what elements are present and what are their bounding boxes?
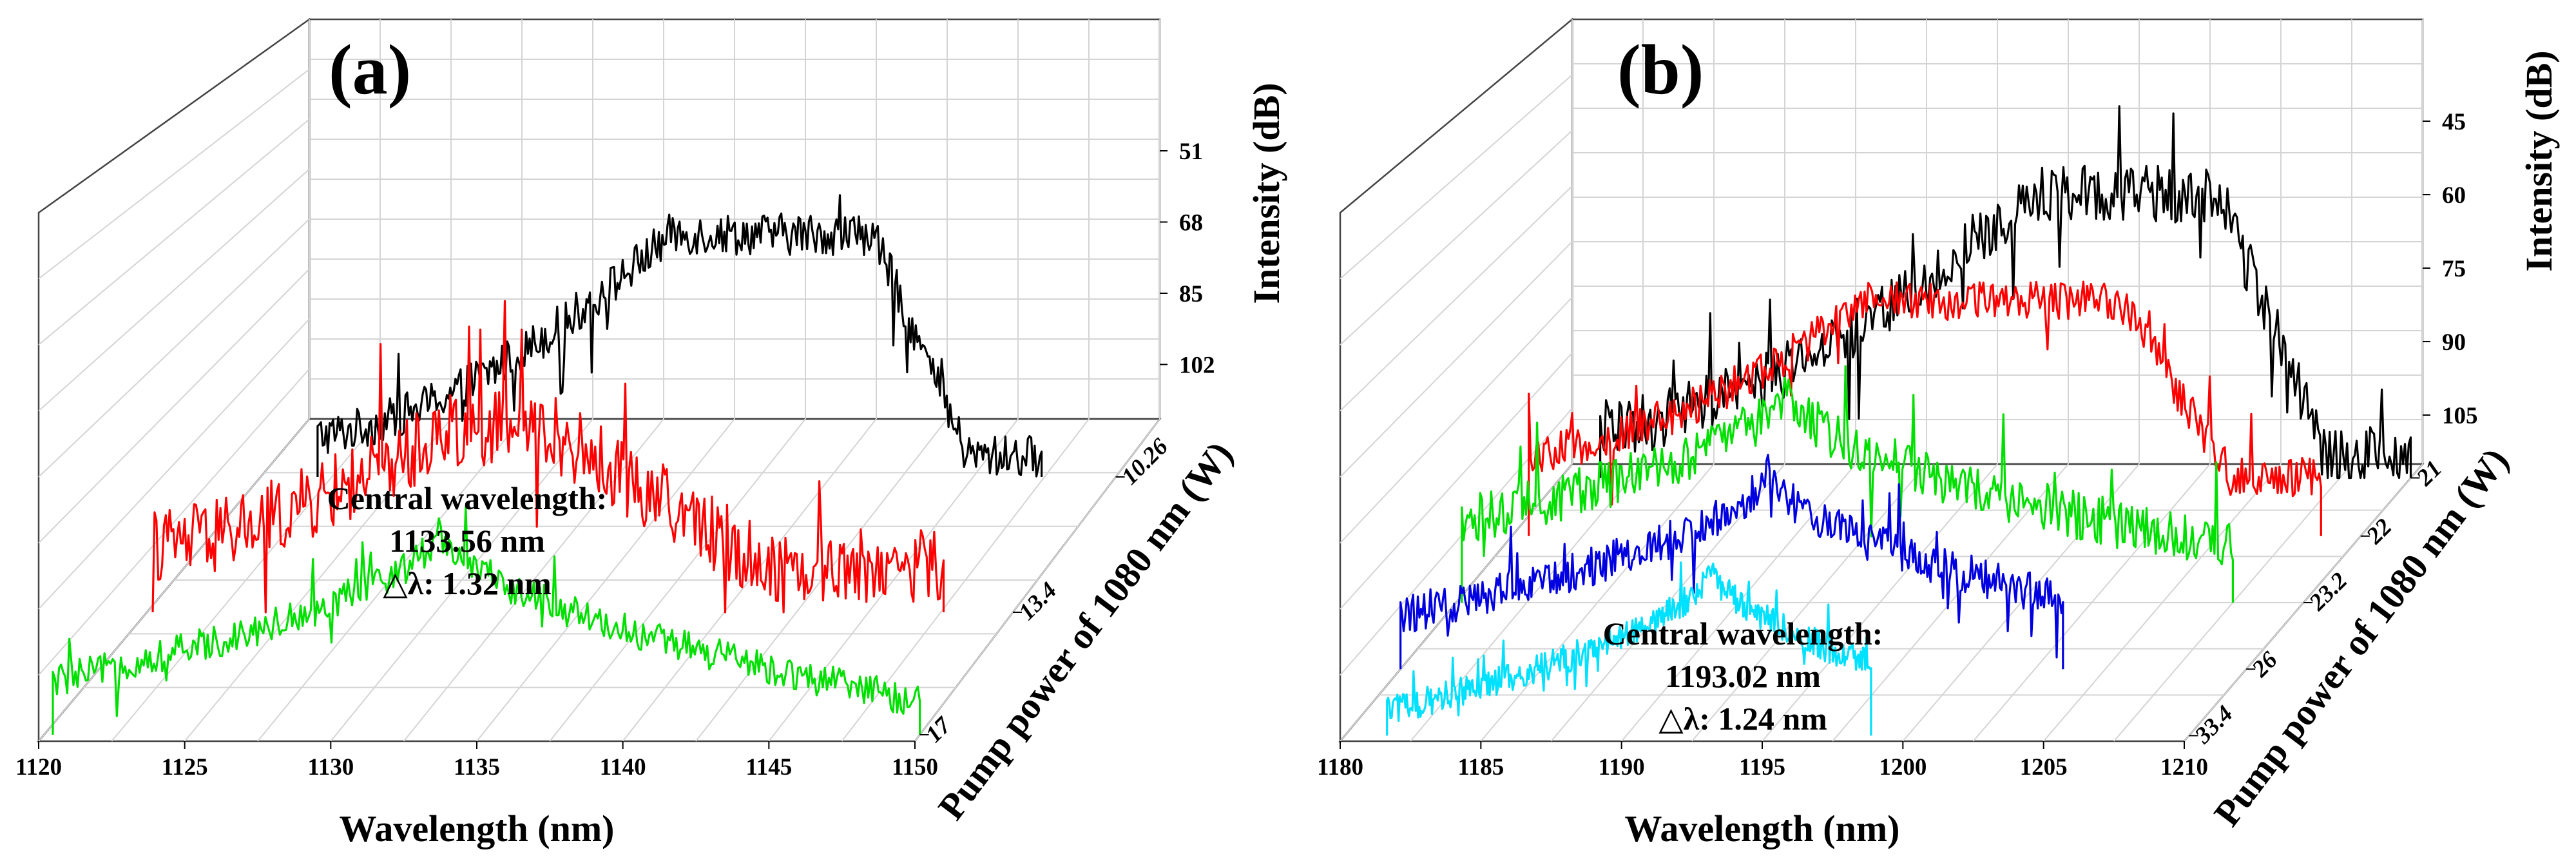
panel-a: 1120 1125 1130 1135 1140 1145 1150 51 68 85 102 1… bbox=[15, 17, 1287, 849]
grid-line bbox=[1340, 186, 1573, 412]
grid-line bbox=[38, 119, 310, 345]
depth-tick-label: 13.4 bbox=[1014, 577, 1062, 626]
panel-a-series-13-4-W bbox=[151, 300, 945, 614]
z-tick-label: 75 bbox=[2442, 256, 2466, 282]
grid-line bbox=[38, 68, 310, 280]
panel-a-label: (a) bbox=[329, 30, 411, 109]
x-tick-label: 1190 bbox=[1599, 754, 1645, 781]
z-tick-label: 105 bbox=[2442, 403, 2478, 429]
z-tick-label: 45 bbox=[2442, 109, 2466, 135]
x-tick-label: 1145 bbox=[745, 754, 792, 781]
grid-line bbox=[1340, 74, 1573, 280]
depth-tick-label: 26 bbox=[2247, 646, 2283, 683]
x-tick-label: 1205 bbox=[2020, 754, 2068, 781]
x-tick-label: 1185 bbox=[1457, 754, 1504, 781]
x-tick-label: 1125 bbox=[162, 754, 208, 781]
x-tick-label: 1120 bbox=[15, 754, 62, 781]
panel-a-ylabel: Pump power of 1080 nm (W) bbox=[930, 434, 1241, 828]
z-tick-label: 102 bbox=[1179, 353, 1215, 379]
x-tick-label: 1135 bbox=[454, 754, 500, 781]
grid-line bbox=[1340, 296, 1573, 544]
x-tick-label: 1130 bbox=[307, 754, 354, 781]
x-tick-label: 1140 bbox=[600, 754, 646, 781]
depth-tick-label: 21 bbox=[2411, 456, 2447, 492]
panel-a-x-ticks: 1120 1125 1130 1135 1140 1145 1150 bbox=[15, 741, 938, 781]
panel-b-annotation-line-3: △λ: 1.24 nm bbox=[1658, 701, 1827, 737]
panel-b-grid bbox=[1340, 19, 2423, 742]
x-tick-label: 1195 bbox=[1739, 754, 1785, 781]
depth-tick-label: 23.2 bbox=[2304, 568, 2352, 616]
grid-line bbox=[1340, 241, 1573, 478]
z-tick-label: 68 bbox=[1179, 210, 1203, 237]
panel-b-annotation-line-1: Central wavelength: bbox=[1603, 616, 1883, 652]
x-tick-label: 1150 bbox=[892, 754, 938, 781]
panel-a-z-ticks: 51 68 85 102 bbox=[1160, 139, 1215, 379]
z-tick-label: 85 bbox=[1179, 281, 1203, 307]
panel-b-series-26-W bbox=[1399, 454, 2064, 670]
grid-line bbox=[38, 268, 310, 544]
panel-b: 1180 1185 1190 1195 1200 1205 1210 45 60 75 90 105… bbox=[1317, 17, 2560, 849]
panel-a-zlabel: Intensity (dB) bbox=[1245, 82, 1287, 304]
grid-line bbox=[38, 218, 310, 478]
grid-line bbox=[1340, 130, 1573, 345]
grid-line bbox=[38, 168, 310, 412]
panel-b-zlabel: Intensity (dB) bbox=[2518, 50, 2560, 271]
z-tick-label: 90 bbox=[2442, 329, 2466, 356]
panel-a-series-10-26-W bbox=[316, 194, 1043, 478]
z-tick-label: 60 bbox=[2442, 182, 2466, 209]
panel-a-series bbox=[52, 194, 1043, 735]
panel-b-series-23-2-W bbox=[1461, 365, 2234, 603]
panel-a-annotation-line-3: △λ: 1.32 nm bbox=[383, 565, 552, 601]
depth-tick-label: 22 bbox=[2361, 514, 2397, 550]
depth-tick-label: 10.26 bbox=[1117, 433, 1173, 490]
grid-line bbox=[1340, 408, 1573, 676]
panel-a-xlabel: Wavelength (nm) bbox=[340, 808, 615, 849]
z-tick-label: 51 bbox=[1179, 139, 1203, 165]
panel-b-annotation-line-2: 1193.02 nm bbox=[1665, 658, 1821, 694]
panel-b-side-wall bbox=[1339, 17, 1573, 744]
panel-b-x-ticks: 1180 1185 1190 1195 1200 1205 1210 bbox=[1317, 741, 2208, 781]
x-tick-label: 1210 bbox=[2160, 754, 2208, 781]
panel-b-series-33-4-W bbox=[1386, 561, 1872, 736]
panel-a-series-17-W bbox=[52, 506, 921, 735]
panel-a-grid bbox=[38, 19, 1160, 742]
panel-a-annotation-line-2: 1133.56 nm bbox=[389, 523, 545, 559]
grid-line bbox=[38, 368, 310, 676]
depth-tick-label: 17 bbox=[921, 712, 957, 748]
panel-a-side-wall bbox=[37, 17, 311, 744]
grid-line bbox=[38, 318, 310, 610]
depth-tick-label: 33.4 bbox=[2189, 701, 2238, 749]
panel-a-annotation-line-1: Central wavelength: bbox=[327, 480, 608, 516]
panel-b-z-ticks: 45 60 75 90 105 bbox=[2423, 109, 2478, 429]
panel-b-xlabel: Wavelength (nm) bbox=[1625, 808, 1900, 849]
panel-b-series-22-W bbox=[1528, 280, 2322, 536]
panel-b-label: (b) bbox=[1617, 30, 1704, 109]
x-tick-label: 1200 bbox=[1879, 754, 1927, 781]
panel-b-ylabel: Pump power of 1080 nm (W) bbox=[2206, 440, 2517, 834]
grid-line bbox=[1340, 352, 1573, 610]
x-tick-label: 1180 bbox=[1317, 754, 1363, 781]
panel-b-series bbox=[1386, 105, 2412, 736]
